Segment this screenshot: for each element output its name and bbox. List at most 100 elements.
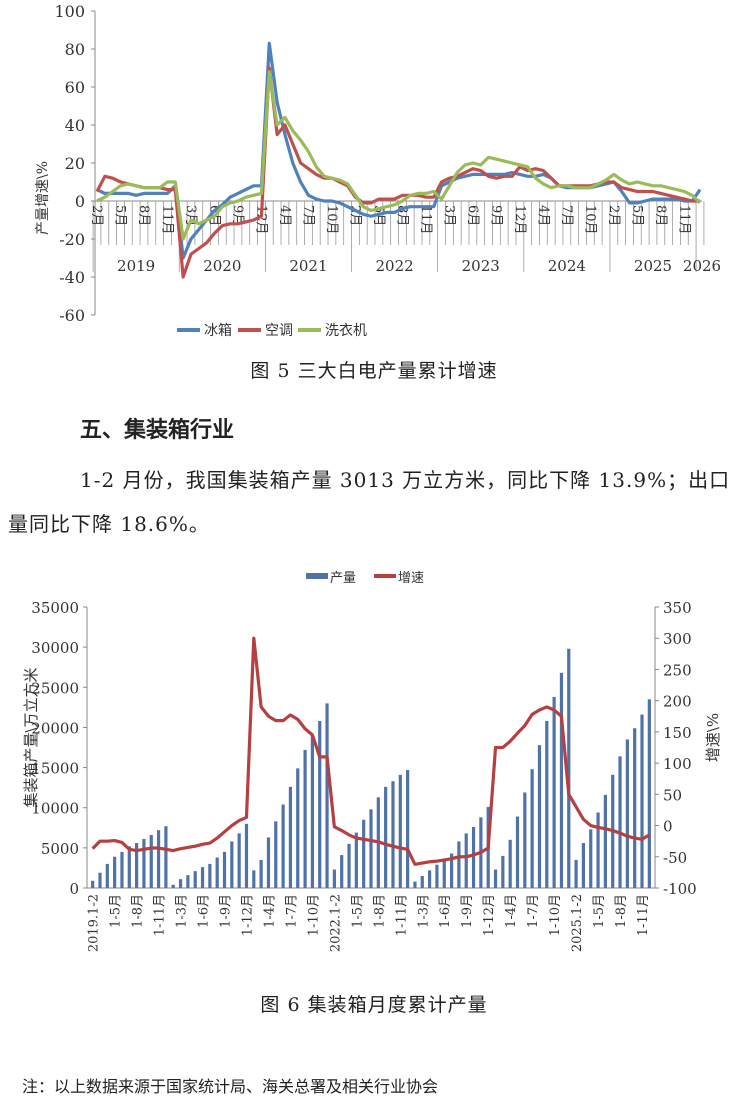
bar [398, 774, 402, 888]
bar [325, 703, 329, 888]
x-tick-label: 1-8月 [131, 894, 146, 928]
year-label: 2024 [548, 257, 586, 275]
bar [391, 781, 395, 888]
x-tick-label: 2月 [606, 205, 621, 226]
x-tick-label: 2022.1-2 [328, 894, 343, 952]
y2-tick-label: -100 [663, 880, 697, 898]
bar [193, 871, 197, 888]
x-tick-label: 1-4月 [504, 894, 519, 928]
y-tick-label: 35000 [31, 599, 79, 617]
x-tick-label: 7月 [300, 205, 315, 226]
container-production-chart: 0 5000 10000 15000 20000 25000 30000 35000 -100 -… [22, 571, 722, 952]
bar [230, 841, 234, 888]
bar [596, 812, 600, 888]
year-label: 2026 [683, 257, 721, 275]
x-tick-label: 4月 [535, 205, 550, 226]
bar [493, 869, 498, 888]
y-tick-label: 15000 [31, 760, 79, 778]
bar [318, 721, 322, 888]
x-tick-label: 8月 [136, 205, 151, 226]
legend-label: 产量 [330, 571, 356, 586]
x-tick-label: 1-5月 [109, 894, 124, 928]
bar [120, 851, 124, 888]
bar [581, 843, 586, 888]
bar [178, 879, 183, 888]
x-tick-label: 1-11月 [636, 894, 651, 936]
bar [618, 756, 622, 888]
x-tick-label: 1-4月 [262, 894, 277, 928]
figure-6-caption: 图 6 集装箱月度累计产量 [260, 994, 488, 1016]
bar [259, 859, 263, 888]
bar [105, 863, 109, 888]
year-label: 2025 [634, 257, 672, 275]
x-tick-label: 1-3月 [416, 894, 431, 928]
bar [340, 855, 344, 888]
bar [545, 721, 549, 888]
bar [296, 768, 300, 888]
bar [633, 728, 637, 888]
section-heading: 五、集装箱行业 [80, 418, 235, 443]
bar [589, 829, 593, 888]
bar [530, 769, 534, 888]
y2-axis-label: 增速\% [704, 713, 722, 762]
bar [142, 839, 146, 888]
x-tick-label: 5月 [629, 205, 644, 226]
bar [288, 786, 293, 888]
legend-label: 空调 [265, 323, 293, 339]
y-tick-label: -60 [59, 306, 85, 325]
year-label: 2022 [375, 257, 413, 275]
bar [222, 851, 227, 888]
x-tick-label: 4月 [277, 205, 292, 226]
bar [171, 884, 175, 888]
y-tick-label: -40 [59, 268, 85, 287]
bar [91, 880, 95, 888]
bar [354, 832, 358, 888]
bar [537, 745, 542, 888]
x-tick-label: 1-6月 [197, 894, 212, 928]
bar [449, 853, 454, 888]
bar [413, 881, 417, 888]
x-tick-label: 9月 [488, 205, 503, 226]
y2-tick-label: -50 [663, 849, 687, 867]
bar [515, 816, 520, 888]
x-tick-label: 1-10月 [548, 894, 563, 936]
y-tick-label: 20000 [31, 719, 79, 737]
bar [471, 826, 476, 888]
x-tick-label: 1-11月 [394, 894, 409, 936]
x-tick-label: 1-12月 [482, 894, 497, 936]
x-tick-label: 12月 [512, 205, 527, 235]
bar [435, 864, 439, 888]
y-axis-label: 集装箱产量\万立方米 [22, 667, 40, 807]
x-tick-label: 11月 [159, 205, 174, 235]
x-tick-label: 5月 [112, 205, 127, 226]
legend-label: 洗衣机 [325, 323, 367, 339]
legend-swatch [306, 573, 328, 579]
y2-tick-label: 300 [663, 630, 692, 648]
bar [266, 837, 271, 888]
series-line-冰箱 [96, 41, 702, 260]
y-axis-label: 产量增速\% [35, 161, 51, 235]
x-tick-label: 10月 [324, 205, 339, 235]
bar [384, 786, 388, 888]
x-tick-label: 11月 [418, 205, 433, 235]
y-tick-label: 25000 [31, 679, 79, 697]
bar [552, 696, 556, 888]
bar [98, 872, 102, 888]
year-label: 2021 [289, 257, 327, 275]
bar [310, 735, 315, 888]
growth-line [91, 636, 651, 866]
bar [127, 846, 131, 888]
bar [281, 804, 285, 888]
bar [347, 843, 351, 888]
bar [200, 867, 205, 888]
x-tick-label: 1-9月 [460, 894, 475, 928]
x-tick-label: 2月 [89, 205, 104, 226]
section-paragraph: 1-2 月份，我国集装箱产量 3013 万立方米，同比下降 13.9%；出口量同… [8, 468, 731, 536]
bar [501, 855, 505, 888]
bar [603, 794, 607, 888]
figure-5-caption: 图 5 三大白电产量累计增速 [250, 360, 498, 382]
bar [406, 769, 410, 888]
y-tick-label: 60 [65, 78, 85, 97]
x-tick-label: 1-3月 [175, 894, 190, 928]
x-tick-label: 1-7月 [526, 894, 541, 928]
